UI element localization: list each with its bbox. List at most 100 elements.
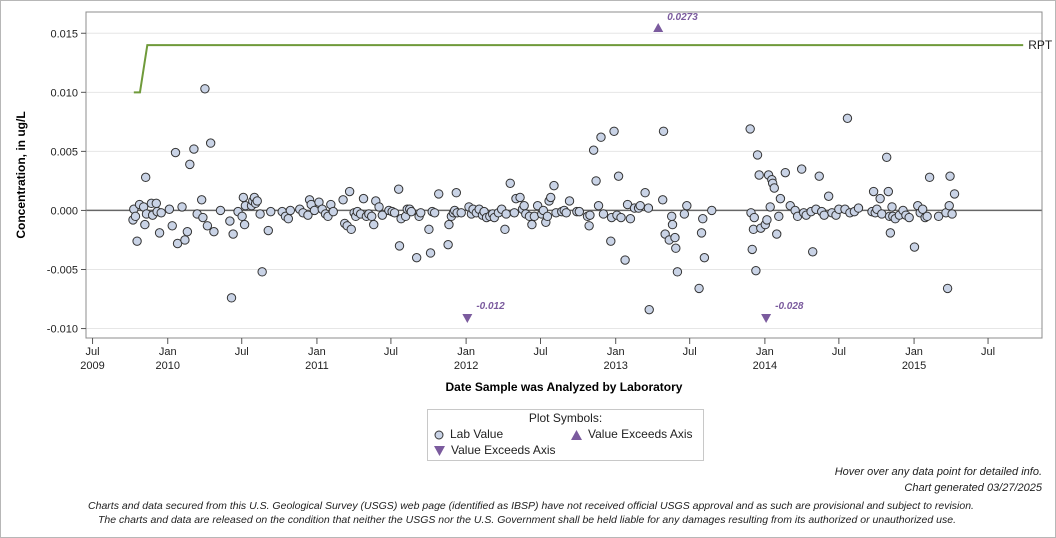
y-tick-label: 0.015 [50, 28, 78, 40]
data-points[interactable] [128, 84, 960, 315]
x-tick-year: 2015 [902, 360, 926, 372]
lab-value-point [180, 235, 190, 245]
lab-value-point [303, 210, 313, 220]
lab-value-point [772, 229, 782, 239]
x-tick-year: 2009 [80, 360, 104, 372]
lab-value-point [283, 214, 294, 224]
lab-value-point [167, 221, 177, 231]
x-tick-month: Jul [235, 346, 249, 358]
lab-value-point [924, 172, 935, 183]
y-tick-label: 0.005 [50, 146, 78, 158]
y-axis-ticks: 0.015 0.010 0.005 0.000 -0.005 -0.010 [47, 28, 86, 336]
y-tick-label: -0.005 [47, 264, 78, 276]
lab-value-point [416, 208, 426, 218]
lab-value-point [154, 228, 165, 238]
hover-hint: Hover over any data point for detailed i… [834, 466, 1042, 478]
circle-marker-icon [434, 430, 444, 440]
lab-value-point [796, 164, 807, 174]
lab-value-point [780, 167, 791, 178]
legend-title: Plot Symbols: [528, 411, 603, 425]
lab-value-point [285, 205, 296, 216]
lab-value-point [658, 195, 668, 205]
lab-value-point [644, 304, 654, 315]
lab-value-point [909, 242, 920, 252]
lab-value-point [564, 196, 575, 206]
lab-value-point [949, 189, 960, 199]
exceed-markers[interactable]: 0.0273 -0.012 -0.028 [462, 12, 804, 323]
lab-value-point [369, 219, 379, 230]
lab-value-point [698, 214, 708, 224]
lab-value-point [377, 210, 388, 220]
lab-value-point [338, 195, 348, 205]
lab-value-point [257, 267, 267, 277]
rpt-level-line [133, 44, 1024, 94]
lab-value-point [406, 206, 417, 217]
x-tick-year: 2013 [603, 360, 627, 372]
lab-value-point [707, 205, 717, 216]
lab-value-point [875, 193, 885, 204]
lab-value-point [443, 239, 453, 250]
y-axis-title: Concentration, in ug/L [14, 111, 28, 238]
lab-value-point [519, 201, 529, 211]
lab-value-point [263, 225, 273, 236]
x-tick-year: 2014 [753, 360, 777, 372]
lab-value-point [172, 238, 183, 249]
lab-value-point [140, 172, 151, 183]
lab-value-point [239, 219, 250, 230]
lab-value-point [346, 224, 356, 235]
lab-value-point [625, 214, 636, 224]
lab-value-point [156, 208, 166, 218]
lab-value-point [202, 221, 213, 231]
lab-value-point [561, 208, 571, 218]
plot-area-border [85, 11, 1043, 339]
disclaimer-line-2: The charts and data are released on the … [98, 514, 956, 526]
lab-value-point [745, 124, 755, 134]
lab-value-point [620, 255, 630, 265]
lab-value-point [429, 208, 440, 218]
lab-value-point [394, 241, 405, 251]
lab-value-point [389, 208, 400, 218]
lab-value-point [515, 192, 525, 203]
lab-value-point [434, 189, 444, 199]
exceed-value-label: 0.0273 [667, 12, 698, 23]
lab-value-point [593, 201, 604, 211]
lab-value-point [667, 219, 678, 230]
x-tick-month: Jul [86, 346, 100, 358]
x-tick-month: Jan [308, 346, 326, 358]
lab-value-point [775, 193, 786, 204]
legend: Plot Symbols: Lab Value Value Exceeds Ax… [427, 409, 704, 461]
lab-value-point [500, 224, 510, 235]
lab-value-point [309, 205, 320, 216]
triangle-down-icon [434, 445, 445, 456]
lab-value-point [609, 126, 619, 136]
lab-value-point [635, 201, 645, 211]
lab-value-point [945, 171, 955, 181]
x-tick-year: 2011 [305, 360, 329, 372]
lab-value-point [885, 228, 896, 238]
x-tick-year: 2012 [454, 360, 478, 372]
lab-value-point [699, 252, 710, 263]
x-tick-month: Jul [384, 346, 398, 358]
lab-value-point [917, 204, 928, 214]
lab-value-point [546, 192, 556, 203]
x-tick-month: Jan [905, 346, 923, 358]
lab-value-point [933, 211, 944, 222]
lab-value-point [366, 211, 377, 222]
lab-value-point [606, 236, 616, 246]
lab-value-point [679, 209, 690, 219]
lab-value-point [200, 84, 210, 94]
lab-value-point [868, 186, 879, 197]
lab-value-point [877, 209, 887, 219]
lab-value-point [182, 226, 193, 237]
lab-value-point [922, 211, 932, 222]
lab-value-point [887, 202, 897, 212]
lab-value-point [196, 195, 207, 205]
lab-value-point [823, 191, 834, 201]
lab-value-point [881, 152, 892, 162]
lab-value-point [549, 180, 559, 191]
lab-value-point [643, 203, 654, 213]
lab-value-point [591, 176, 601, 186]
lab-value-point [749, 212, 759, 223]
lab-value-point [237, 211, 247, 222]
lab-value-point [164, 204, 175, 214]
